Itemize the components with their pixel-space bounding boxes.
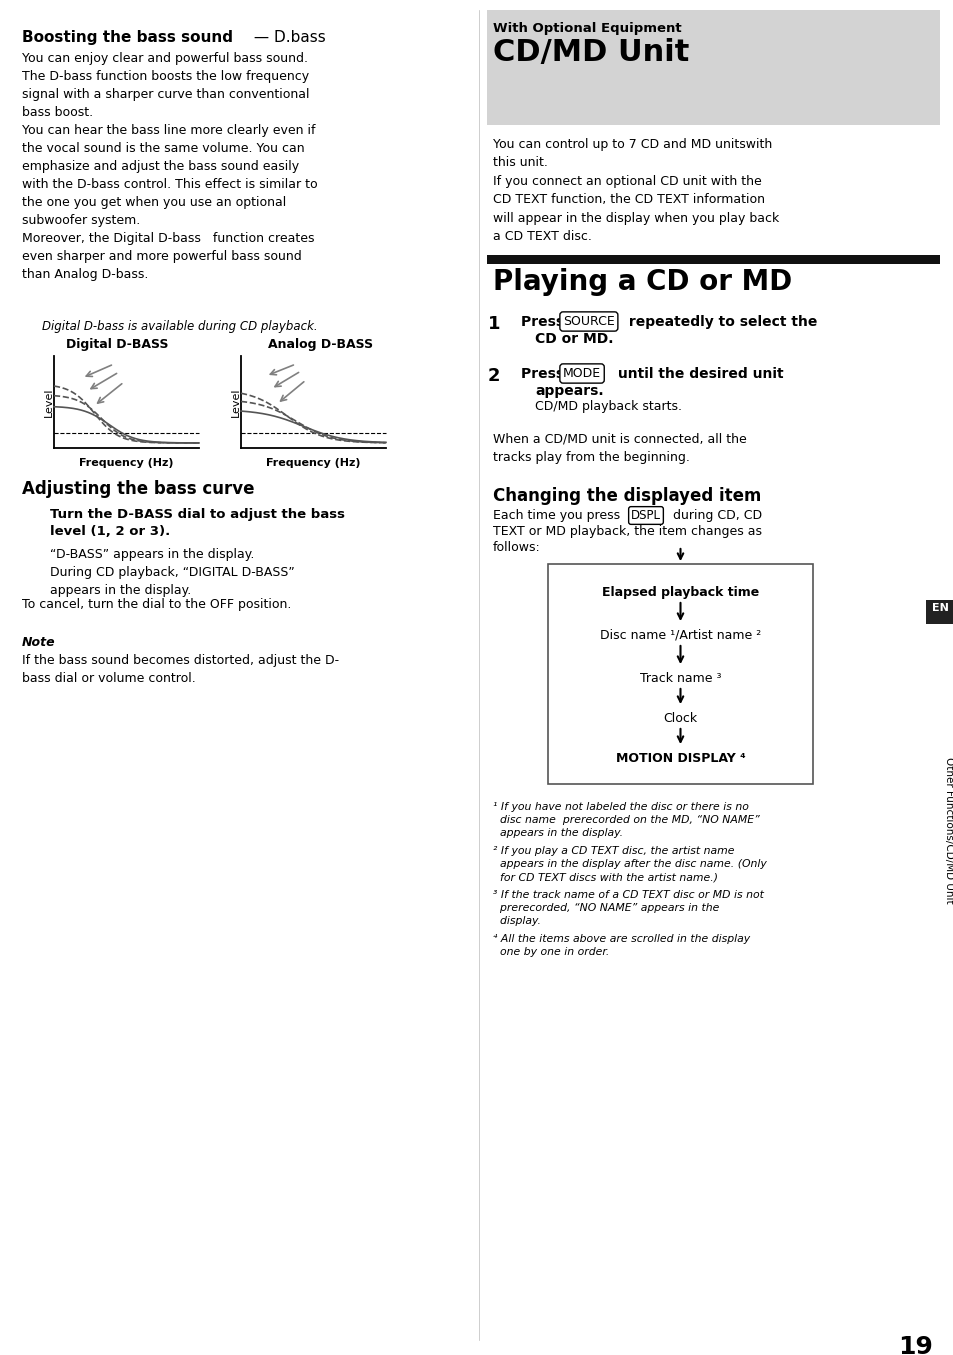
Text: 19: 19 [898, 1335, 932, 1355]
Text: — D.bass: — D.bass [249, 30, 325, 45]
Text: until the desired unit: until the desired unit [613, 367, 782, 381]
Text: When a CD/MD unit is connected, all the
tracks play from the beginning.: When a CD/MD unit is connected, all the … [493, 432, 746, 463]
Text: Elapsed playback time: Elapsed playback time [601, 585, 759, 599]
Text: Frequency (Hz): Frequency (Hz) [266, 458, 360, 467]
Bar [486, 9, 939, 125]
Text: during CD, CD: during CD, CD [668, 509, 761, 522]
Text: 1: 1 [488, 314, 500, 333]
Text: MODE: MODE [562, 367, 600, 379]
Text: With Optional Equipment: With Optional Equipment [493, 22, 680, 35]
Text: ³ If the track name of a CD TEXT disc or MD is not
  prerecorded, “NO NAME” appe: ³ If the track name of a CD TEXT disc or… [493, 890, 763, 927]
Text: Frequency (Hz): Frequency (Hz) [79, 458, 173, 467]
Text: DSPL: DSPL [630, 509, 660, 522]
Text: Each time you press: Each time you press [493, 509, 623, 522]
Text: EN: EN [930, 603, 947, 612]
Text: appears.: appears. [535, 383, 603, 398]
Text: “D-BASS” appears in the display.
During CD playback, “DIGITAL D-BASS”
appears in: “D-BASS” appears in the display. During … [50, 547, 294, 598]
Text: Playing a CD or MD: Playing a CD or MD [493, 268, 791, 295]
Text: CD/MD playback starts.: CD/MD playback starts. [535, 400, 681, 413]
Bar [547, 564, 812, 785]
Text: Boosting the bass sound: Boosting the bass sound [22, 30, 233, 45]
Text: repeatedly to select the: repeatedly to select the [623, 314, 817, 329]
Text: Note: Note [22, 635, 55, 649]
Text: To cancel, turn the dial to the OFF position.: To cancel, turn the dial to the OFF posi… [22, 598, 291, 611]
Text: If the bass sound becomes distorted, adjust the D-
bass dial or volume control.: If the bass sound becomes distorted, adj… [22, 654, 338, 684]
Bar [925, 600, 953, 625]
Text: follows:: follows: [493, 541, 540, 554]
Text: Digital D-bass is available during CD playback.: Digital D-bass is available during CD pl… [42, 320, 317, 333]
Text: Disc name ¹/Artist name ²: Disc name ¹/Artist name ² [599, 629, 760, 642]
Text: ¹ If you have not labeled the disc or there is no
  disc name  prerecorded on th: ¹ If you have not labeled the disc or th… [493, 802, 759, 839]
Text: SOURCE: SOURCE [562, 314, 614, 328]
Text: Turn the D-BASS dial to adjust the bass
level (1, 2 or 3).: Turn the D-BASS dial to adjust the bass … [50, 508, 345, 538]
Text: CD/MD Unit: CD/MD Unit [493, 38, 689, 66]
Text: 2: 2 [488, 367, 500, 385]
Text: Press: Press [520, 367, 568, 381]
Text: Press: Press [520, 314, 568, 329]
Text: Track name ³: Track name ³ [639, 672, 720, 686]
Text: TEXT or MD playback, the item changes as: TEXT or MD playback, the item changes as [493, 524, 761, 538]
Text: Changing the displayed item: Changing the displayed item [493, 486, 760, 505]
Text: You can control up to 7 CD and MD unitswith
this unit.
If you connect an optiona: You can control up to 7 CD and MD unitsw… [493, 138, 779, 244]
Text: Level: Level [231, 388, 241, 417]
Text: Clock: Clock [662, 711, 697, 725]
Text: CD or MD.: CD or MD. [535, 332, 613, 346]
Text: Other Functions/CD/MD Unit: Other Functions/CD/MD Unit [943, 756, 953, 904]
Text: ⁴ All the items above are scrolled in the display
  one by one in order.: ⁴ All the items above are scrolled in th… [493, 934, 749, 957]
Text: Analog D-BASS: Analog D-BASS [268, 337, 374, 351]
Text: You can enjoy clear and powerful bass sound.
The D-bass function boosts the low : You can enjoy clear and powerful bass so… [22, 51, 317, 280]
Text: Adjusting the bass curve: Adjusting the bass curve [22, 480, 254, 499]
Text: MOTION DISPLAY ⁴: MOTION DISPLAY ⁴ [615, 752, 744, 766]
Text: ² If you play a CD TEXT disc, the artist name
  appears in the display after the: ² If you play a CD TEXT disc, the artist… [493, 846, 766, 882]
Text: Level: Level [44, 388, 54, 417]
Text: Digital D-BASS: Digital D-BASS [66, 337, 168, 351]
Bar [486, 255, 939, 264]
